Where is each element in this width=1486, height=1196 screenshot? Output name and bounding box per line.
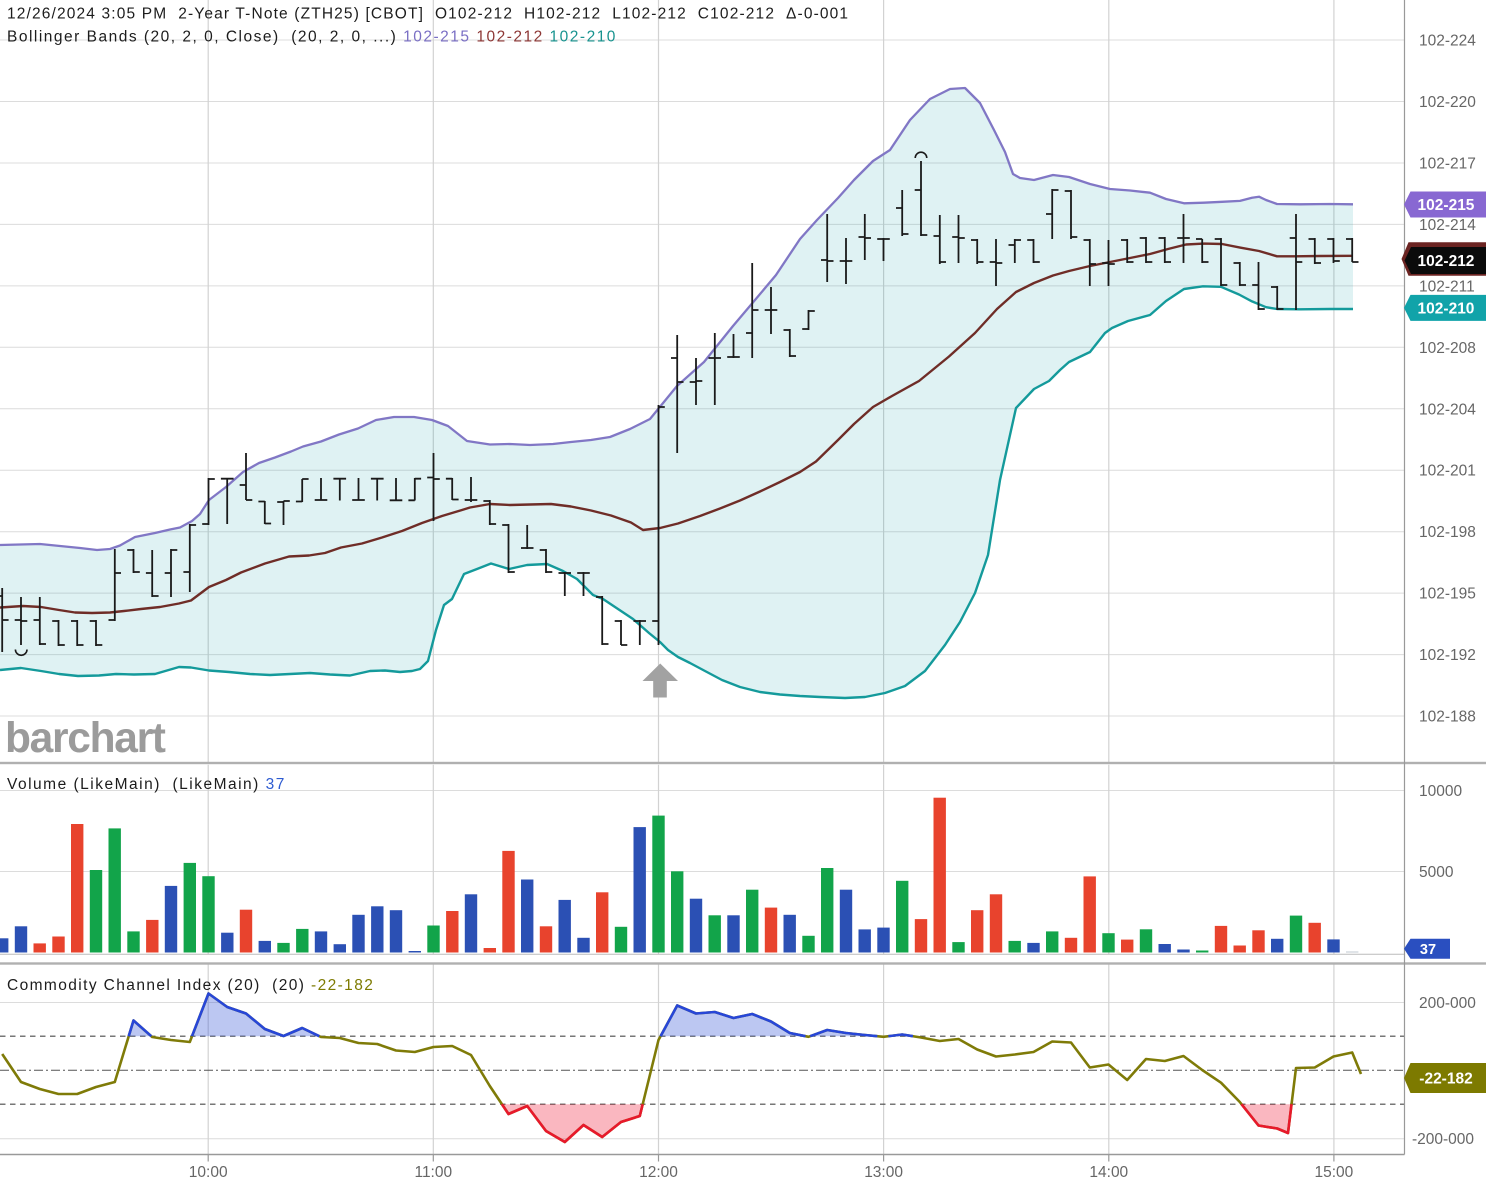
svg-text:15:00: 15:00 — [1315, 1164, 1354, 1181]
svg-text:102-212: 102-212 — [1418, 253, 1475, 270]
svg-text:13:00: 13:00 — [864, 1164, 903, 1181]
svg-text:102-195: 102-195 — [1419, 586, 1476, 603]
svg-text:Bollinger Bands (20, 2, 0, Clo: Bollinger Bands (20, 2, 0, Close) (20, 2… — [7, 29, 617, 46]
svg-text:12/26/2024 3:05 PM 2-Year T-N: 12/26/2024 3:05 PM 2-Year T-Note (ZTH25)… — [7, 6, 849, 23]
svg-text:barchart: barchart — [5, 715, 166, 762]
svg-text:102-204: 102-204 — [1419, 401, 1476, 418]
svg-text:Commodity Channel Index (20): Commodity Channel Index (20) (20) -22-18… — [7, 977, 374, 994]
svg-text:12:00: 12:00 — [639, 1164, 678, 1181]
svg-text:10000: 10000 — [1419, 783, 1462, 800]
svg-text:102-215: 102-215 — [1418, 197, 1475, 214]
svg-text:102-192: 102-192 — [1419, 647, 1476, 664]
svg-text:11:00: 11:00 — [414, 1164, 452, 1181]
svg-text:37: 37 — [1420, 942, 1436, 958]
svg-text:102-210: 102-210 — [1418, 301, 1475, 318]
svg-text:102-214: 102-214 — [1419, 217, 1476, 234]
svg-text:102-188: 102-188 — [1419, 709, 1476, 726]
svg-text:10:00: 10:00 — [189, 1164, 228, 1181]
svg-text:102-198: 102-198 — [1419, 524, 1476, 541]
svg-text:102-220: 102-220 — [1419, 94, 1476, 111]
svg-text:-22-182: -22-182 — [1419, 1071, 1472, 1088]
svg-text:200-000: 200-000 — [1419, 995, 1476, 1012]
svg-text:102-201: 102-201 — [1419, 463, 1476, 480]
svg-text:102-224: 102-224 — [1419, 33, 1476, 50]
svg-text:Volume (LikeMain) (LikeMain): Volume (LikeMain) (LikeMain) 37 — [7, 776, 286, 793]
svg-text:14:00: 14:00 — [1089, 1164, 1128, 1181]
svg-text:5000: 5000 — [1419, 864, 1454, 881]
svg-text:102-208: 102-208 — [1419, 340, 1476, 357]
svg-text:102-217: 102-217 — [1419, 156, 1476, 173]
svg-text:102-211: 102-211 — [1419, 278, 1475, 295]
svg-text:-200-000: -200-000 — [1412, 1131, 1474, 1148]
